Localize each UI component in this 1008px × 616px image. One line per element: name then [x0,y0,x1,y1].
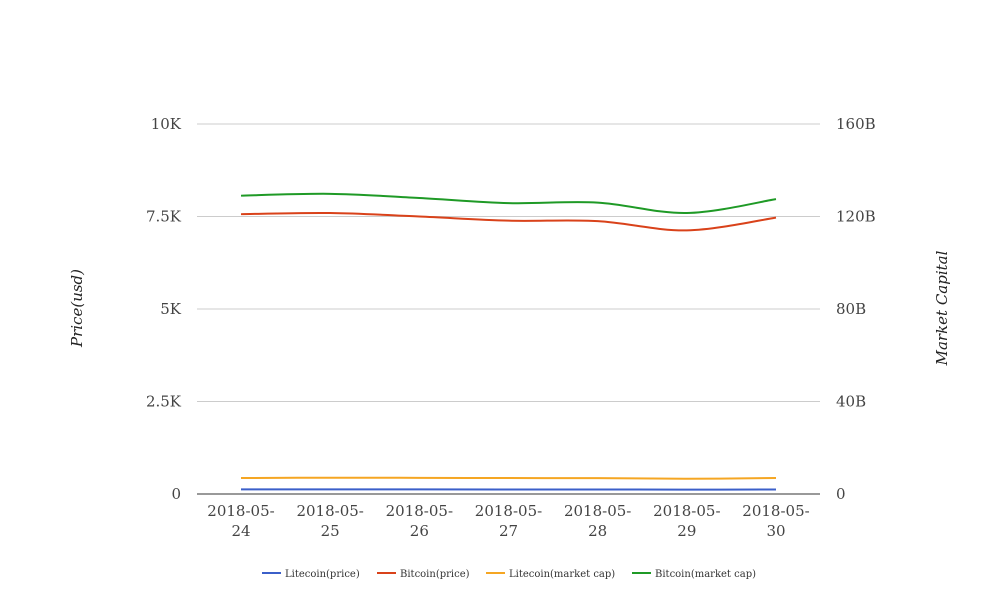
series-line-litecoin-market-cap [240,476,777,480]
y2-tick-label: 80B [836,300,866,318]
legend-label: Litecoin(price) [285,569,360,580]
x-axis-ticks: 2018-05-24 2018-05-25 2018-05-26 2018-05-27… [207,502,809,540]
x-tick-label: 2018-05-30 [742,502,809,540]
y-tick-label: 2.5K [146,393,182,411]
legend: Litecoin(price) Bitcoin(price) Litecoin(ma… [262,569,756,580]
x-tick-label: 2018-05-28 [564,502,631,540]
y-axis-title: Price(usd) [68,269,86,348]
x-tick-label: 2018-05-24 [207,502,274,540]
x-tick-label: 2018-05-27 [475,502,542,540]
y2-axis-title: Market Capital [933,250,951,366]
series-line-bitcoin-market-cap [240,192,777,215]
right-axis-ticks: 0 40B 80B 120B 160B [836,115,876,503]
legend-label: Bitcoin(price) [400,569,470,580]
x-tick-label: 2018-05-25 [296,502,363,540]
series-lines [240,192,777,491]
y2-tick-label: 0 [836,485,846,503]
legend-label: Bitcoin(market cap) [655,569,756,580]
x-tick-label: 2018-05-29 [653,502,720,540]
legend-label: Litecoin(market cap) [509,569,615,580]
x-tick-label: 2018-05-26 [386,502,453,540]
left-axis-ticks: 0 2.5K 5K 7.5K 10K [146,115,182,503]
y-tick-label: 0 [171,485,181,503]
y2-tick-label: 160B [836,115,876,133]
y-tick-label: 5K [160,300,182,318]
y-tick-label: 7.5K [146,208,182,226]
y-tick-label: 10K [151,115,182,133]
y2-tick-label: 40B [836,393,866,411]
grid-lines [197,123,820,402]
series-line-bitcoin-price [240,211,777,232]
y2-tick-label: 120B [836,208,876,226]
